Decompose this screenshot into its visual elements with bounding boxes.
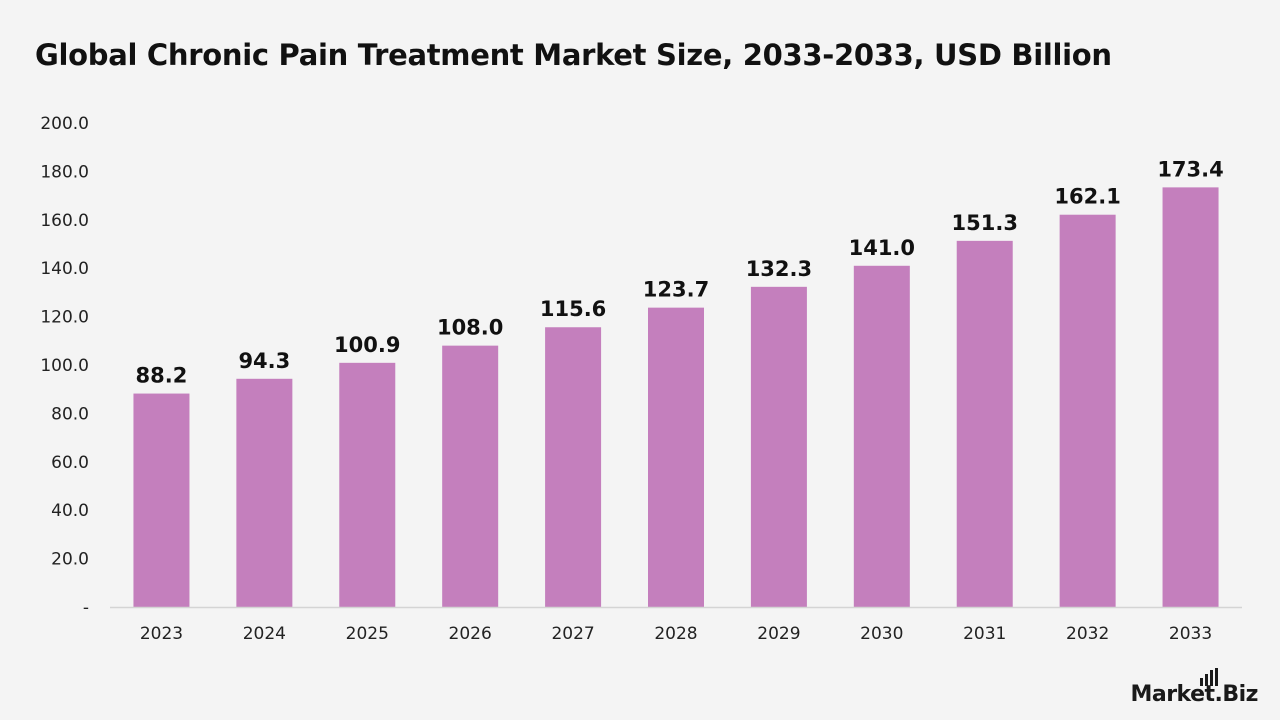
x-tick-label-2031: 2031 bbox=[963, 624, 1006, 644]
y-tick-label: 20.0 bbox=[51, 550, 89, 570]
bar-2031 bbox=[956, 240, 1013, 607]
data-label-2028: 123.7 bbox=[643, 278, 709, 302]
y-tick-label: 100.0 bbox=[40, 356, 89, 376]
x-tick-label-2032: 2032 bbox=[1066, 624, 1109, 644]
y-tick-label: 160.0 bbox=[40, 211, 89, 231]
x-tick-label-2028: 2028 bbox=[654, 624, 697, 644]
bar-2028 bbox=[648, 307, 704, 607]
x-tick-label-2025: 2025 bbox=[346, 624, 389, 644]
data-label-2025: 100.9 bbox=[334, 333, 400, 357]
y-tick-label: 60.0 bbox=[51, 453, 89, 473]
y-tick-label: 40.0 bbox=[51, 501, 89, 521]
x-tick-label-2027: 2027 bbox=[551, 624, 594, 644]
y-tick-label: - bbox=[83, 598, 89, 618]
market-biz-logo: Market.Biz bbox=[1130, 668, 1258, 707]
data-label-2032: 162.1 bbox=[1054, 185, 1120, 209]
x-tick-label-2033: 2033 bbox=[1169, 624, 1212, 644]
data-label-2023: 88.2 bbox=[136, 364, 188, 388]
x-axis: 2023 2024 2025 2026 2027 2028 2029 2030 2031 2032… bbox=[140, 624, 1212, 644]
bar-2033 bbox=[1162, 187, 1219, 607]
x-tick-label-2024: 2024 bbox=[243, 624, 286, 644]
x-tick-label-2026: 2026 bbox=[449, 624, 492, 644]
x-tick-label-2029: 2029 bbox=[757, 624, 800, 644]
y-tick-label: 180.0 bbox=[40, 162, 89, 182]
bar-2030 bbox=[853, 265, 910, 607]
data-label-2024: 94.3 bbox=[238, 349, 290, 373]
y-tick-label: 140.0 bbox=[40, 259, 89, 279]
bar-2025 bbox=[339, 362, 396, 607]
bar-2032 bbox=[1059, 214, 1116, 607]
data-label-2027: 115.6 bbox=[540, 297, 606, 321]
x-tick-label-2023: 2023 bbox=[140, 624, 183, 644]
bar-2023 bbox=[133, 393, 190, 607]
y-tick-label: 120.0 bbox=[40, 308, 89, 328]
bar-2027 bbox=[545, 327, 602, 607]
data-label-2033: 173.4 bbox=[1157, 157, 1223, 181]
bar-2026 bbox=[442, 345, 499, 607]
bar-2024 bbox=[236, 378, 293, 607]
data-label-2026: 108.0 bbox=[437, 316, 503, 340]
logo-bars-icon bbox=[1200, 668, 1218, 686]
y-axis: - 20.0 40.0 60.0 80.0 100.0 120.0 140.0 160.0 180… bbox=[40, 114, 89, 618]
y-tick-label: 200.0 bbox=[40, 114, 89, 134]
x-tick-label-2030: 2030 bbox=[860, 624, 903, 644]
y-tick-label: 80.0 bbox=[51, 404, 89, 424]
bar-2029 bbox=[750, 286, 807, 607]
logo-text: Market.Biz bbox=[1130, 682, 1258, 707]
data-label-2029: 132.3 bbox=[746, 257, 812, 281]
data-label-2030: 141.0 bbox=[849, 236, 915, 260]
bars: 88.2 94.3 100.9 108.0 115.6 123.7 132.3 141.0 15… bbox=[133, 157, 1224, 607]
chart-title: Global Chronic Pain Treatment Market Siz… bbox=[35, 38, 1112, 72]
data-label-2031: 151.3 bbox=[952, 211, 1018, 235]
